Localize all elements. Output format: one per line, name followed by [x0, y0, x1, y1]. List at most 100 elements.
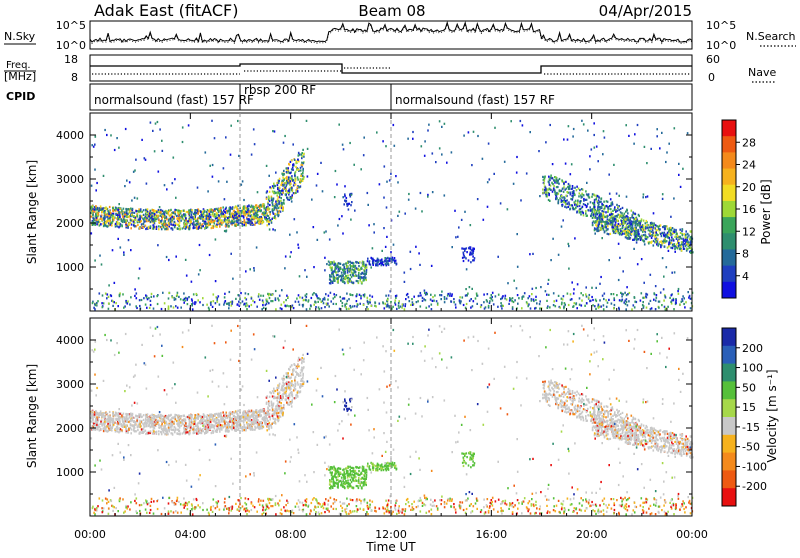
echo-cell	[106, 297, 108, 299]
echo-cell	[180, 307, 182, 309]
echo-cell	[297, 176, 299, 178]
echo-cell	[535, 296, 537, 298]
echo-cell	[384, 260, 386, 262]
echo-cell	[356, 280, 358, 282]
echo-cell	[196, 209, 198, 211]
echo-cell	[362, 272, 364, 274]
echo-cell	[295, 192, 297, 194]
echo-cell	[659, 147, 661, 149]
echo-cell	[381, 259, 383, 261]
echo-cell	[185, 214, 187, 216]
echo-cell	[393, 124, 395, 126]
echo-cell	[140, 221, 142, 223]
echo-cell	[234, 211, 236, 213]
echo-cell	[146, 217, 148, 219]
echo-cell	[267, 206, 269, 208]
echo-cell	[592, 304, 594, 306]
echo-cell	[368, 224, 370, 226]
echo-cell	[641, 258, 643, 260]
echo-cell	[523, 296, 525, 298]
echo-cell	[151, 219, 153, 221]
echo-cell	[173, 216, 175, 218]
echo-cell	[535, 299, 537, 301]
velocity-data	[90, 325, 694, 516]
echo-cell	[161, 228, 163, 230]
echo-cell	[463, 260, 465, 262]
echo-cell	[233, 210, 235, 212]
echo-cell	[654, 293, 656, 295]
echo-cell	[242, 223, 244, 225]
echo-cell	[591, 211, 593, 213]
echo-cell	[629, 222, 631, 224]
echo-cell	[290, 177, 292, 179]
echo-cell	[497, 256, 499, 258]
echo-cell	[372, 296, 374, 298]
echo-cell	[473, 300, 475, 302]
echo-cell	[675, 229, 677, 231]
echo-cell	[285, 193, 287, 195]
echo-cell	[154, 150, 156, 152]
echo-cell	[599, 283, 601, 285]
echo-cell	[172, 224, 174, 226]
echo-cell	[516, 233, 518, 235]
echo-cell	[375, 305, 377, 307]
echo-cell	[93, 307, 95, 309]
echo-cell	[668, 143, 670, 145]
echo-cell	[95, 205, 97, 207]
echo-cell	[584, 305, 586, 307]
echo-cell	[330, 263, 332, 265]
echo-cell	[177, 307, 179, 309]
echo-cell	[210, 216, 212, 218]
echo-cell	[644, 229, 646, 231]
echo-cell	[260, 216, 262, 218]
echo-cell	[389, 258, 391, 260]
echo-cell	[301, 162, 303, 164]
echo-cell	[358, 265, 360, 267]
echo-cell	[638, 215, 640, 217]
echo-cell	[333, 270, 335, 272]
echo-cell	[545, 189, 547, 191]
echo-cell	[656, 225, 658, 227]
echo-cell	[431, 304, 433, 306]
echo-cell	[528, 303, 530, 305]
echo-cell	[628, 235, 630, 237]
echo-cell	[92, 224, 94, 226]
echo-cell	[603, 226, 605, 228]
echo-cell	[633, 248, 635, 250]
echo-cell	[182, 227, 184, 229]
echo-cell	[558, 295, 560, 297]
echo-cell	[576, 211, 578, 213]
echo-cell	[246, 308, 248, 310]
echo-cell	[347, 275, 349, 277]
echo-cell	[673, 239, 675, 241]
echo-cell	[359, 261, 361, 263]
echo-cell	[304, 269, 306, 271]
echo-cell	[341, 272, 343, 274]
echo-cell	[283, 301, 285, 303]
echo-cell	[364, 295, 366, 297]
echo-cell	[647, 236, 649, 238]
echo-cell	[244, 303, 246, 305]
echo-cell	[290, 251, 292, 253]
echo-cell	[492, 299, 494, 301]
echo-cell	[506, 298, 508, 300]
echo-cell	[561, 199, 563, 201]
echo-cell	[589, 206, 591, 208]
echo-cell	[199, 244, 201, 246]
echo-cell	[490, 297, 492, 299]
echo-cell	[137, 197, 139, 199]
echo-cell	[172, 216, 174, 218]
echo-cell	[586, 302, 588, 304]
echo-cell	[150, 210, 152, 212]
echo-cell	[168, 308, 170, 310]
echo-cell	[641, 292, 643, 294]
echo-cell	[306, 276, 308, 278]
echo-cell	[672, 247, 674, 249]
echo-cell	[681, 243, 683, 245]
echo-cell	[254, 143, 256, 145]
echo-cell	[254, 224, 256, 226]
echo-cell	[269, 219, 271, 221]
echo-cell	[585, 190, 587, 192]
echo-cell	[629, 238, 631, 240]
echo-cell	[421, 210, 423, 212]
